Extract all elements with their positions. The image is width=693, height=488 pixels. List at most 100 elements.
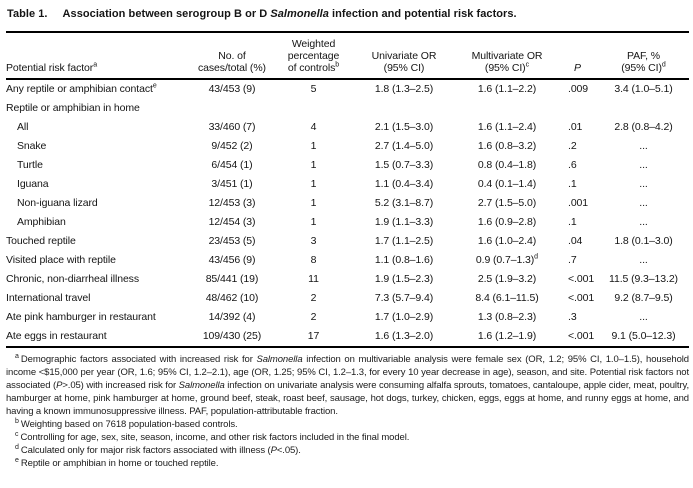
- risk-factor-label: Any reptile or amphibian contacte: [6, 79, 188, 99]
- value-cell: 2.1 (1.5–3.0): [374, 121, 434, 133]
- risk-factor-text: International travel: [6, 292, 91, 304]
- column-header-label: (95% CI): [383, 62, 425, 74]
- rule-bottom: [6, 346, 689, 348]
- value-cell: 2.7 (1.5–5.0): [477, 197, 537, 209]
- column-header-label: percentage: [287, 50, 340, 62]
- value-cell: ...: [639, 197, 648, 209]
- column-header-label: Weighted: [291, 38, 336, 50]
- table-row: Ate eggs in restaurant 109/430 (25) 17 1.6 …: [6, 327, 689, 346]
- table-header: Potential risk factora No. of cases/total …: [6, 33, 689, 80]
- risk-factor-label: Non-iguana lizard: [6, 194, 188, 213]
- value-cell: .001: [568, 197, 589, 209]
- value-cell: 2.7 (1.4–5.0): [374, 140, 434, 152]
- table-row: All 33/460 (7) 4 2.1 (1.5–3.0) 1.6 (1.1–2.4)…: [6, 118, 689, 137]
- value-cell: .7: [568, 254, 577, 266]
- table-row: Touched reptile 23/453 (5) 3 1.7 (1.1–2.5) 1…: [6, 232, 689, 251]
- footnote-marker: c: [525, 61, 530, 69]
- column-header: PAF, % (95% CI)d: [598, 33, 689, 80]
- value-cell: ...: [639, 159, 648, 171]
- footnote: b Weighting based on 7618 population-base…: [6, 418, 689, 431]
- column-header-label: of controls: [287, 62, 336, 74]
- text-run: infection and potential risk factors.: [328, 8, 517, 20]
- value-cell: 1.7 (1.0–2.9): [374, 311, 434, 323]
- value-cell: 1.6 (1.0–2.4): [477, 235, 537, 247]
- value-cell: 0.8 (0.4–1.8): [477, 159, 537, 171]
- value-cell: 48/462 (10): [205, 292, 259, 304]
- table-row: Ate pink hamburger in restaurant 14/392 (…: [6, 308, 689, 327]
- value-cell: 1.5 (0.7–3.3): [374, 159, 434, 171]
- footnote-marker: d: [661, 61, 666, 69]
- text-run: infection on univariate analysis were co…: [6, 380, 689, 417]
- value-cell: 14/392 (4): [208, 311, 256, 323]
- value-cell: 8.4 (6.1–11.5): [475, 292, 539, 304]
- value-cell: 9.2 (8.7–9.5): [614, 292, 673, 304]
- risk-factor-label: Ate pink hamburger in restaurant: [6, 308, 188, 327]
- risk-factor-text: Iguana: [17, 178, 49, 190]
- risk-factor-label: International travel: [6, 289, 188, 308]
- table-row: Snake 9/452 (2) 1 2.7 (1.4–5.0) 1.6 (0.8–3.2…: [6, 137, 689, 156]
- value-cell: .04: [568, 235, 583, 247]
- risk-factor-label: Touched reptile: [6, 232, 188, 251]
- text-run: Association between serogroup B or D: [62, 8, 271, 20]
- risk-factor-text: Chronic, non-diarrheal illness: [6, 273, 139, 285]
- value-cell: ...: [639, 216, 648, 228]
- footnote-marker: e: [152, 82, 157, 90]
- value-cell: 1.7 (1.1–2.5): [374, 235, 434, 247]
- value-cell: ...: [639, 140, 648, 152]
- value-cell: 1.9 (1.5–2.3): [374, 273, 434, 285]
- value-cell: 2.5 (1.9–3.2): [477, 273, 537, 285]
- value-cell: 85/441 (19): [205, 273, 259, 285]
- value-cell: 1: [310, 178, 317, 190]
- value-cell: 1.3 (0.8–2.3): [477, 311, 537, 323]
- risk-factor-text: Reptile or amphibian in home: [6, 102, 140, 114]
- text-run: >.05) with increased risk for: [62, 380, 179, 391]
- text-run: Controlling for age, sex, site, season, …: [20, 432, 410, 443]
- table-row: Chronic, non-diarrheal illness 85/441 (19…: [6, 270, 689, 289]
- risk-factor-label: Snake: [6, 137, 188, 156]
- value-cell: 1.8 (1.3–2.5): [374, 83, 434, 95]
- value-cell: 4: [310, 121, 317, 133]
- value-cell: 1.6 (1.1–2.4): [477, 121, 537, 133]
- footnote-letter: d: [15, 443, 19, 451]
- value-cell: ...: [639, 254, 648, 266]
- value-cell: [557, 99, 598, 118]
- value-cell: 1.1 (0.4–3.4): [374, 178, 434, 190]
- table-title: Table 1. Association between serogroup B …: [7, 8, 689, 20]
- value-cell: .1: [568, 216, 577, 228]
- value-cell: 17: [307, 330, 320, 342]
- value-cell: 3.4 (1.0–5.1): [614, 83, 673, 95]
- footnotes: a Demographic factors associated with inc…: [6, 353, 689, 470]
- risk-factors-table: Potential risk factora No. of cases/total …: [6, 33, 689, 346]
- value-cell: 1.6 (1.1–2.2): [477, 83, 537, 95]
- footnote: d Calculated only for major risk factors …: [6, 444, 689, 457]
- footnote-letter: e: [15, 456, 19, 464]
- value-cell: 0.4 (0.1–1.4): [477, 178, 537, 190]
- risk-factor-label: Iguana: [6, 175, 188, 194]
- footnote-letter: c: [15, 430, 19, 438]
- risk-factor-text: Turtle: [17, 159, 43, 171]
- column-header-label: Multivariate OR: [471, 50, 543, 62]
- italic-text: P: [56, 380, 63, 391]
- table-row: Amphibian 12/454 (3) 1 1.9 (1.1–3.3) 1.6 (0.…: [6, 213, 689, 232]
- risk-factor-label: Ate eggs in restaurant: [6, 327, 188, 346]
- column-header-label: Potential risk factor: [6, 62, 94, 74]
- footnote-marker: a: [93, 61, 98, 69]
- value-cell: [188, 99, 276, 118]
- footnote-letter: b: [15, 417, 19, 425]
- column-header-label: P: [574, 62, 581, 74]
- table-caption: Association between serogroup B or D Sal…: [63, 8, 517, 20]
- text-run: Demographic factors associated with incr…: [20, 354, 257, 365]
- text-run: Weighting based on 7618 population-based…: [20, 419, 238, 430]
- value-cell: .01: [568, 121, 583, 133]
- value-cell: .6: [568, 159, 577, 171]
- table-row: Turtle 6/454 (1) 1 1.5 (0.7–3.3) 0.8 (0.4–1.…: [6, 156, 689, 175]
- footnote-marker: d: [534, 253, 539, 261]
- column-header: Multivariate OR (95% CI)c: [457, 33, 557, 80]
- table-number: Table 1.: [7, 8, 48, 20]
- value-cell: .009: [568, 83, 589, 95]
- risk-factor-text: All: [17, 121, 29, 133]
- value-cell: [598, 99, 689, 118]
- risk-factor-label: Chronic, non-diarrheal illness: [6, 270, 188, 289]
- value-cell: 1.1 (0.8–1.6): [374, 254, 434, 266]
